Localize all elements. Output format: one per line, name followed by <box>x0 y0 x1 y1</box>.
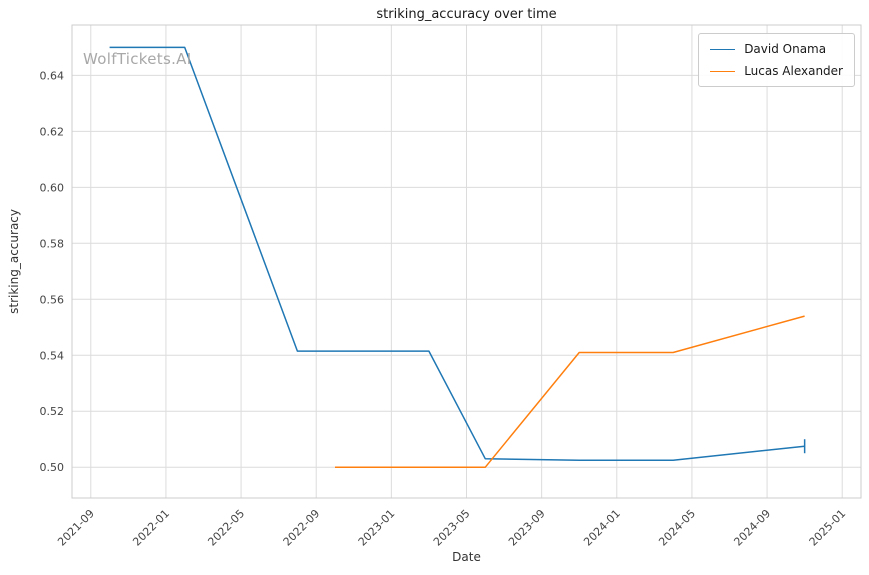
y-axis-label: striking_accuracy <box>7 209 21 314</box>
x-tick-label: 2024-05 <box>656 507 698 549</box>
x-tick-label: 2023-09 <box>506 507 548 549</box>
x-tick-label: 2023-05 <box>431 507 473 549</box>
x-tick-labels: 2021-09 2022-01 2022-05 2022-09 2023-01 2023-… <box>55 507 848 549</box>
y-tick-labels: 0.50 0.52 0.54 0.56 0.58 0.60 0.62 0.64 <box>40 69 65 474</box>
y-tick-label: 0.58 <box>40 237 65 250</box>
y-tick-label: 0.54 <box>40 349 65 362</box>
watermark: WolfTickets.AI <box>83 50 192 68</box>
x-tick-label: 2024-01 <box>581 507 623 549</box>
legend-item: Lucas Alexander <box>710 64 843 78</box>
legend: David Onama Lucas Alexander <box>698 33 855 87</box>
x-tick-label: 2022-05 <box>205 507 247 549</box>
legend-label: Lucas Alexander <box>744 64 843 78</box>
legend-line-swatch <box>710 48 736 50</box>
legend-label: David Onama <box>744 42 827 56</box>
legend-item: David Onama <box>710 42 843 56</box>
series-line-1 <box>335 315 805 468</box>
y-tick-label: 0.64 <box>40 69 65 82</box>
x-axis-label: Date <box>452 550 481 564</box>
x-tick-label: 2025-01 <box>807 507 849 549</box>
x-tick-label: 2022-09 <box>281 507 323 549</box>
x-tick-label: 2024-09 <box>731 507 773 549</box>
chart-title: striking_accuracy over time <box>376 7 557 22</box>
y-tick-label: 0.52 <box>40 405 65 418</box>
plot-border <box>71 24 862 499</box>
x-tick-label: 2023-01 <box>356 507 398 549</box>
x-tick-label: 2022-01 <box>130 507 172 549</box>
y-tick-label: 0.50 <box>40 461 65 474</box>
y-tick-label: 0.60 <box>40 181 65 194</box>
y-tick-label: 0.56 <box>40 293 65 306</box>
series-line-0 <box>109 46 805 461</box>
gridlines <box>72 25 861 498</box>
legend-line-swatch <box>710 70 736 72</box>
x-tick-label: 2021-09 <box>55 507 97 549</box>
y-tick-label: 0.62 <box>40 125 65 138</box>
y-axis-label-wrap: striking_accuracy <box>7 25 21 498</box>
